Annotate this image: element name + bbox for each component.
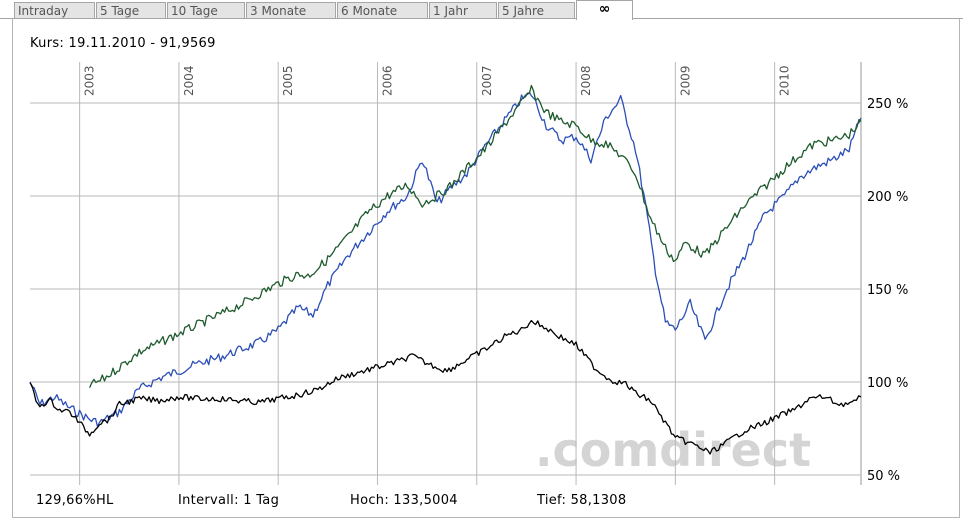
y-tick-label: 200 % [867, 190, 908, 205]
y-tick-label: 50 % [867, 469, 900, 484]
time-range-tabs: Intraday 5 Tage 10 Tage 3 Monate 6 Monat… [0, 0, 963, 20]
tab-5-jahre[interactable]: 5 Jahre [498, 2, 575, 18]
tab-3-monate[interactable]: 3 Monate [246, 2, 336, 18]
tab-1-jahr[interactable]: 1 Jahr [429, 2, 497, 18]
series-line-1 [89, 84, 862, 388]
tab-intraday[interactable]: Intraday [14, 2, 95, 18]
x-tick-label: 2009 [678, 65, 692, 96]
tab-infinity[interactable]: ∞ [576, 0, 633, 20]
x-tick-label: 2010 [778, 65, 792, 96]
x-tick-label: 2006 [380, 65, 394, 96]
high-value: Hoch: 133,5004 [350, 493, 458, 508]
y-tick-label: 150 % [867, 283, 908, 298]
x-tick-label: 2004 [182, 65, 196, 96]
x-tick-label: 2008 [579, 65, 593, 96]
tab-divider-line [0, 18, 963, 19]
watermark-text: .comdirect [535, 423, 811, 477]
x-tick-label: 2003 [83, 65, 97, 96]
tab-5-tage[interactable]: 5 Tage [96, 2, 166, 18]
high-low-percent: 129,66%HL [36, 493, 114, 508]
y-tick-label: 100 % [867, 376, 908, 391]
low-value: Tief: 58,1308 [537, 493, 627, 508]
interval-label: Intervall: 1 Tag [178, 493, 280, 508]
x-tick-label: 2007 [480, 65, 494, 96]
price-label: Kurs: 19.11.2010 - 91,9569 [30, 36, 216, 51]
chart-frame [12, 19, 960, 518]
y-tick-label: 250 % [867, 97, 908, 112]
x-tick-label: 2005 [281, 65, 295, 96]
series-line-2 [29, 91, 862, 428]
series-line-0 [29, 319, 862, 455]
tab-10-tage[interactable]: 10 Tage [167, 2, 245, 18]
tab-6-monate[interactable]: 6 Monate [337, 2, 428, 18]
